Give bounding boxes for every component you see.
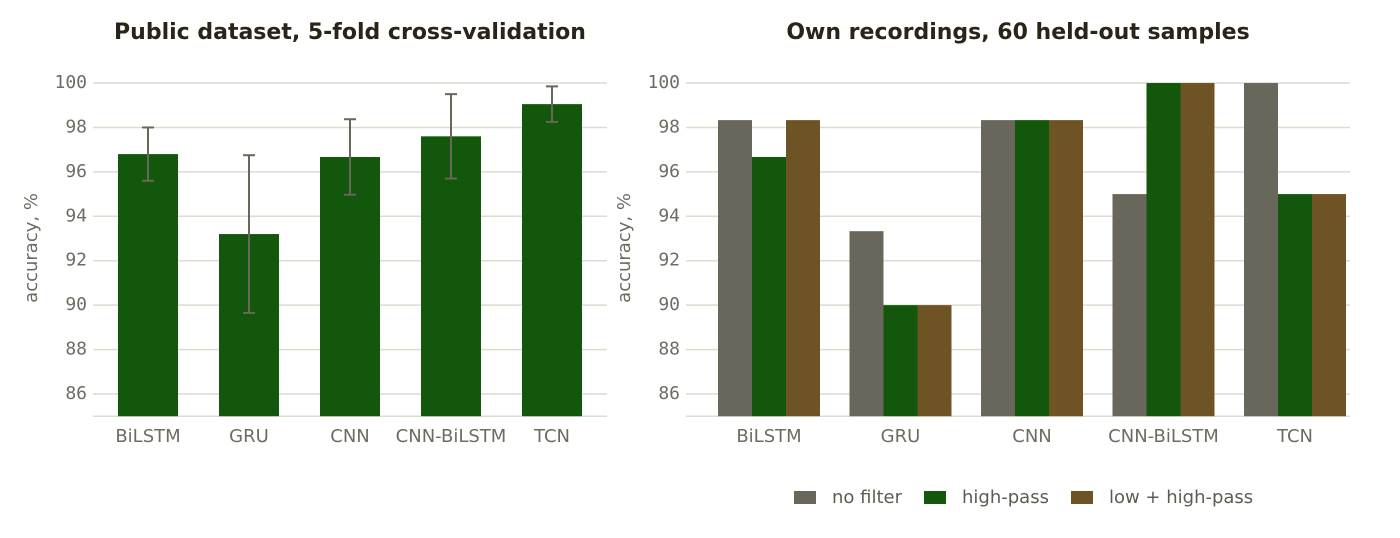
bar [1312,194,1346,417]
legend-label: high-pass [962,487,1049,508]
y-tick-label: 96 [658,161,680,182]
bar [1146,83,1181,417]
error-bar [546,85,558,123]
y-tick-label: 92 [65,250,87,271]
y-tick-label: 98 [658,116,680,137]
y-tick-label: 86 [65,383,87,404]
bar [522,104,582,417]
chart-title: Public dataset, 5-fold cross-validation [114,20,586,45]
x-tick-label: TCN [1276,426,1313,447]
y-tick-label: 96 [65,161,87,182]
x-tick-label: GRU [881,426,921,447]
error-bar [243,154,255,314]
x-tick-label: CNN-BiLSTM [396,426,507,447]
legend-swatch [794,491,816,504]
y-tick-label: 98 [65,116,87,137]
bar [786,120,820,417]
legend-swatch [1070,491,1093,504]
bar [1180,83,1215,417]
error-bar [142,126,154,182]
bar [1244,83,1278,417]
x-tick-label: TCN [533,426,570,447]
x-tick-label: GRU [229,426,269,447]
bar [1278,194,1312,417]
bar [883,305,918,417]
bar [981,120,1015,417]
y-tick-label: 92 [658,250,680,271]
y-tick-label: 88 [658,339,680,360]
legend-label: no filter [832,487,903,508]
x-tick-label: BiLSTM [736,426,801,447]
y-tick-label: 90 [65,294,87,315]
y-tick-label: 90 [658,294,680,315]
y-tick-label: 86 [658,383,680,404]
x-tick-label: BiLSTM [115,426,180,447]
y-tick-label: 88 [65,339,87,360]
y-tick-label: 100 [647,72,680,93]
x-tick-label: CNN [1012,426,1052,447]
y-tick-label: 100 [54,72,87,93]
bar [849,231,884,417]
error-bar [344,118,356,196]
y-tick-label: 94 [658,205,680,226]
bar [421,136,481,417]
bar [917,305,952,417]
legend-swatch [924,491,947,504]
error-bar [445,93,457,180]
bar [320,156,380,417]
y-axis-label: accuracy, % [614,193,635,303]
bar [1049,120,1083,417]
bar [1015,120,1049,417]
x-tick-label: CNN-BiLSTM [1108,426,1219,447]
bar [1112,194,1147,417]
bar [752,156,786,417]
y-tick-label: 94 [65,205,87,226]
chart-title: Own recordings, 60 held-out samples [786,20,1249,45]
legend-label: low + high-pass [1109,487,1253,508]
bar [118,154,178,417]
bar [718,120,752,417]
x-tick-label: CNN [330,426,370,447]
y-axis-label: accuracy, % [21,193,42,303]
